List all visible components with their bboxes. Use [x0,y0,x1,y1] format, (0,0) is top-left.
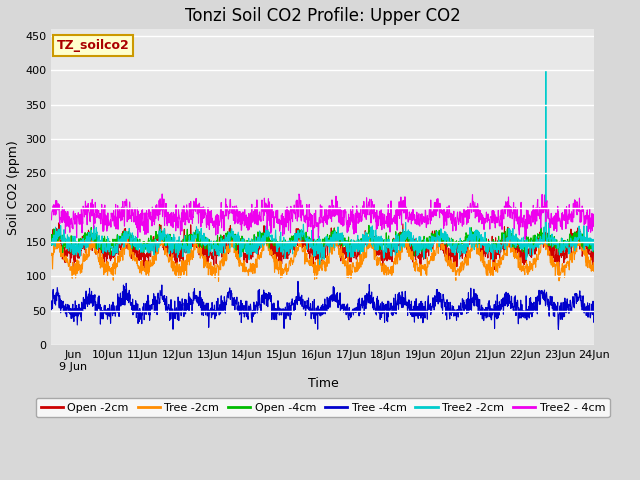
Tree -2cm [591,265,598,271]
Tree -4cm [145,298,152,303]
Open -2cm [326,239,333,245]
Tree -4cm [294,278,302,284]
Tree -4cm [293,300,301,306]
Tree -4cm [556,303,564,309]
Tree -4cm [422,307,430,313]
Tree -2cm [214,278,222,284]
Tree2 -2cm [47,240,55,246]
Open -2cm [422,253,430,259]
X-axis label: Time: Time [308,377,339,390]
Open -4cm [293,234,301,240]
Tree2 - 4cm [591,216,598,222]
Tree -2cm [145,273,152,279]
Open -2cm [294,236,301,241]
Legend: Open -2cm, Tree -2cm, Open -4cm, Tree -4cm, Tree2 -2cm, Tree2 - 4cm: Open -2cm, Tree -2cm, Open -4cm, Tree -4… [36,398,610,417]
Open -2cm [145,242,153,248]
Tree -2cm [294,248,301,254]
Open -2cm [47,241,55,247]
Tree -4cm [554,326,562,332]
Open -4cm [47,242,55,248]
Tree2 - 4cm [522,237,529,242]
Tree2 -2cm [293,239,301,244]
Tree2 - 4cm [326,209,333,215]
Y-axis label: Soil CO2 (ppm): Soil CO2 (ppm) [7,140,20,235]
Open -4cm [365,222,372,228]
Line: Open -4cm: Open -4cm [51,225,595,256]
Line: Tree -2cm: Tree -2cm [51,234,595,281]
Open -4cm [325,236,333,242]
Tree2 -2cm [591,241,598,247]
Open -4cm [145,235,152,241]
Tree -2cm [540,231,547,237]
Open -2cm [591,239,598,245]
Tree2 -2cm [58,233,65,239]
Open -4cm [422,240,430,246]
Open -4cm [58,236,65,241]
Tree2 -2cm [145,249,152,255]
Tree2 - 4cm [294,218,301,224]
Tree -2cm [47,252,55,258]
Tree2 -2cm [326,249,333,255]
Tree -2cm [422,266,430,272]
Tree2 - 4cm [47,217,55,223]
Tree2 -2cm [542,68,550,73]
Line: Tree2 - 4cm: Tree2 - 4cm [51,194,595,240]
Line: Tree2 -2cm: Tree2 -2cm [51,71,595,264]
Open -2cm [556,250,564,256]
Open -4cm [591,237,598,243]
Tree -4cm [58,305,65,311]
Tree -2cm [556,270,564,276]
Line: Tree -4cm: Tree -4cm [51,281,595,329]
Tree -2cm [326,248,333,253]
Open -4cm [556,242,564,248]
Tree2 - 4cm [158,191,166,197]
Open -2cm [58,247,66,253]
Tree -4cm [47,307,55,312]
Line: Open -2cm: Open -2cm [51,223,595,269]
Tree -4cm [326,294,333,300]
Open -4cm [411,253,419,259]
Tree2 - 4cm [422,220,430,226]
Open -2cm [491,266,499,272]
Tree2 -2cm [556,247,564,252]
Tree -4cm [591,309,598,315]
Tree2 - 4cm [145,213,152,218]
Tree2 - 4cm [556,218,564,224]
Tree -2cm [58,251,65,256]
Title: Tonzi Soil CO2 Profile: Upper CO2: Tonzi Soil CO2 Profile: Upper CO2 [185,7,461,25]
Tree2 -2cm [422,244,430,250]
Text: TZ_soilco2: TZ_soilco2 [57,39,130,52]
Open -2cm [55,220,63,226]
Tree2 -2cm [316,262,324,267]
Tree2 - 4cm [58,213,65,219]
